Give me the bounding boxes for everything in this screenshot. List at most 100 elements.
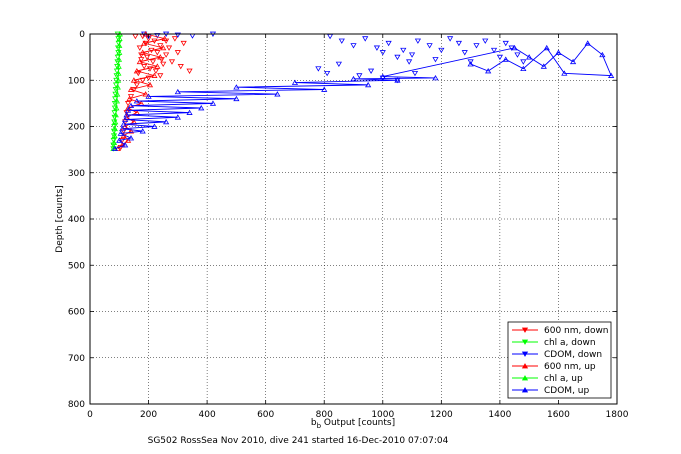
data-point	[180, 40, 187, 47]
legend-label: CDOM, up	[544, 386, 589, 396]
data-point	[115, 56, 123, 62]
data-point	[119, 142, 126, 148]
data-point	[127, 102, 135, 109]
ticks: 0 200 400 600 800 1000 1200 1400 1600 1800 0 100 200…	[68, 30, 629, 420]
legend-item-chl-a-up: chl a, up	[512, 374, 583, 384]
data-point	[447, 36, 454, 42]
data-point	[161, 35, 168, 41]
data-point	[233, 95, 240, 102]
data-point	[569, 58, 577, 65]
y-tick-label: 600	[68, 308, 85, 318]
legend-label: CDOM, down	[544, 350, 602, 360]
series-line-cdom-up	[114, 42, 612, 150]
data-point	[379, 75, 386, 81]
data-point	[408, 52, 416, 58]
data-point	[432, 57, 439, 63]
data-point	[145, 75, 152, 81]
data-point	[151, 72, 158, 78]
data-point	[356, 73, 363, 79]
data-point	[112, 87, 119, 93]
legend-label: 600 nm, up	[544, 362, 596, 372]
data-point	[112, 91, 119, 98]
x-tick-label: 600	[257, 410, 274, 420]
data-point	[555, 49, 562, 55]
data-point	[400, 47, 407, 54]
y-tick-label: 100	[68, 76, 85, 86]
x-tick-label: 1000	[371, 410, 394, 420]
data-point	[112, 96, 119, 102]
x-tick-label: 800	[316, 410, 333, 420]
data-point	[174, 32, 181, 38]
data-point	[561, 70, 568, 76]
legend-item-cdom-down: CDOM, down	[512, 350, 602, 360]
data-point	[110, 138, 117, 144]
data-point	[111, 101, 118, 107]
data-point	[467, 59, 474, 65]
y-axis-label: Depth [counts]	[55, 185, 65, 252]
data-point	[338, 38, 345, 44]
data-point	[122, 142, 129, 148]
data-point	[130, 77, 138, 83]
legend-marker	[521, 327, 529, 333]
data-point	[154, 50, 161, 56]
data-point	[163, 52, 170, 58]
data-point	[174, 50, 181, 56]
x-axis-label-main: b	[311, 418, 317, 428]
legend: 600 nm, down chl a, down CDOM, down 600 nm,…	[507, 321, 612, 399]
data-point	[112, 82, 120, 88]
data-point	[146, 81, 154, 88]
series-cdom-up	[111, 40, 615, 152]
x-tick-label: 1200	[430, 410, 453, 420]
data-point	[496, 54, 503, 61]
legend-marker	[521, 339, 529, 345]
data-point	[119, 125, 126, 132]
series-cdom-down	[141, 31, 527, 84]
series-line-chl-a-up	[112, 33, 121, 149]
x-tick-label: 200	[140, 410, 157, 420]
y-tick-label: 400	[68, 215, 85, 225]
data-point	[233, 84, 240, 90]
data-point	[114, 91, 121, 97]
y-tick-label: 500	[68, 261, 85, 271]
data-point	[141, 40, 148, 46]
data-point	[414, 38, 422, 44]
legend-marker	[521, 375, 529, 381]
data-point	[157, 43, 164, 49]
data-point	[136, 45, 143, 51]
legend-item-600-nm-up: 600 nm, up	[512, 362, 596, 372]
data-point	[116, 35, 123, 41]
data-point	[321, 86, 328, 92]
legend-label: 600 nm, down	[544, 326, 609, 336]
data-point	[209, 100, 217, 106]
data-point	[432, 74, 439, 81]
data-point	[350, 43, 357, 49]
data-point	[122, 116, 129, 122]
data-point	[133, 82, 140, 88]
data-point	[146, 66, 154, 72]
data-point	[385, 40, 392, 47]
data-point	[126, 95, 133, 102]
data-point	[584, 40, 591, 46]
data-point	[120, 121, 127, 127]
data-point	[186, 68, 193, 74]
data-point	[124, 101, 132, 107]
data-point	[111, 124, 118, 130]
data-point	[112, 111, 119, 118]
data-point	[526, 54, 533, 60]
series-layer	[110, 31, 615, 152]
legend-box	[507, 321, 612, 399]
data-point	[133, 68, 140, 74]
data-point	[171, 36, 179, 42]
data-point	[490, 47, 498, 54]
data-point	[152, 68, 159, 74]
legend-marker	[521, 363, 529, 369]
data-point	[113, 77, 120, 84]
data-point	[543, 44, 550, 51]
legend-marker	[521, 351, 529, 357]
data-point	[143, 54, 151, 61]
data-point	[142, 91, 149, 97]
data-point	[379, 50, 386, 56]
data-point	[394, 77, 401, 83]
data-point	[163, 118, 170, 125]
data-point	[174, 88, 181, 95]
